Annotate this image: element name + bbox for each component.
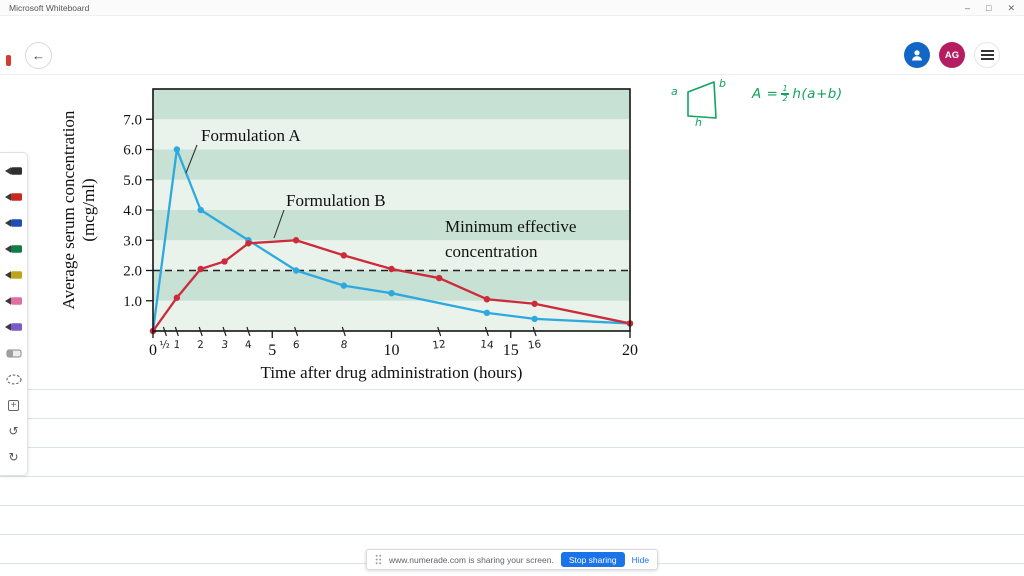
svg-text:4: 4 xyxy=(244,339,252,352)
titlebar: Microsoft Whiteboard – □ ✕ xyxy=(0,0,1024,16)
svg-text:6.0: 6.0 xyxy=(123,143,142,159)
lasso-select-icon[interactable] xyxy=(0,366,27,392)
minimize-icon[interactable]: – xyxy=(965,2,971,13)
svg-text:7.0: 7.0 xyxy=(123,112,142,128)
svg-text:3.0: 3.0 xyxy=(123,233,142,249)
svg-text:6: 6 xyxy=(292,339,300,352)
person-icon xyxy=(912,50,922,61)
trapezoid-label-b: b xyxy=(719,77,726,90)
app-toolbar xyxy=(0,16,1024,75)
handwritten-annotation: a b h A = 1 2 h(a+b) xyxy=(670,72,888,134)
maximize-icon[interactable]: □ xyxy=(986,2,992,13)
close-icon[interactable]: ✕ xyxy=(1007,2,1015,13)
blue-pen-icon[interactable] xyxy=(0,210,27,236)
eraser-icon[interactable] xyxy=(0,340,27,366)
serum-concentration-chart: 1.02.03.04.05.06.07.00 5 10 15 20½ 1 2 3 4 6 8 12 14… xyxy=(59,88,638,382)
green-pen-icon[interactable] xyxy=(0,236,27,262)
window-controls: – □ ✕ xyxy=(965,0,1015,16)
trapezoid-sketch xyxy=(687,81,717,119)
galaxy-pen-icon[interactable] xyxy=(0,314,27,340)
svg-text:3: 3 xyxy=(221,339,229,352)
svg-text:1: 1 xyxy=(173,339,181,352)
svg-text:4.0: 4.0 xyxy=(123,203,142,219)
trapezoid-label-a: a xyxy=(671,85,678,98)
hamburger-icon xyxy=(980,50,994,52)
series-line-b xyxy=(152,239,631,332)
stop-sharing-button[interactable]: Stop sharing xyxy=(560,552,625,567)
menu-button[interactable] xyxy=(974,42,1000,68)
svg-text:½: ½ xyxy=(159,338,171,351)
series-label-a: Formulation A xyxy=(201,126,301,145)
svg-text:concentration: concentration xyxy=(445,242,538,261)
back-arrow-icon: ← xyxy=(32,48,45,63)
svg-text:2: 2 xyxy=(197,339,205,352)
svg-text:Time after drug administration: Time after drug administration (hours) xyxy=(261,363,523,382)
svg-text:5: 5 xyxy=(268,342,276,359)
insert-object-icon[interactable]: + xyxy=(0,392,27,418)
svg-text:0: 0 xyxy=(149,342,157,359)
avatar-initials: AG xyxy=(944,49,960,61)
series-line-a xyxy=(151,148,631,332)
back-button[interactable]: ← xyxy=(25,42,52,69)
share-toast: www.numerade.com is sharing your screen.… xyxy=(365,549,659,570)
red-pen-icon[interactable] xyxy=(0,184,27,210)
one-half-fraction: 1 2 xyxy=(781,84,790,103)
svg-text:Minimum effective: Minimum effective xyxy=(445,217,576,236)
yellow-pen-icon[interactable] xyxy=(0,262,27,288)
undo-icon[interactable]: ↺ xyxy=(8,424,19,438)
user-avatar[interactable]: AG xyxy=(939,42,965,68)
red-ink-stroke xyxy=(6,55,11,66)
drag-grip-icon[interactable] xyxy=(375,554,382,565)
account-avatar[interactable] xyxy=(904,42,930,68)
svg-text:8: 8 xyxy=(340,339,348,352)
area-formula: A = 1 2 h(a+b) xyxy=(752,84,843,103)
svg-text:2.0: 2.0 xyxy=(123,264,142,280)
pink-pen-icon[interactable] xyxy=(0,288,27,314)
svg-text:Average serum concentration(mc: Average serum concentration(mcg/ml) xyxy=(59,110,98,309)
hide-link[interactable]: Hide xyxy=(631,554,650,565)
trapezoid-label-h: h xyxy=(695,116,702,129)
app-title: Microsoft Whiteboard xyxy=(9,2,90,13)
svg-text:10: 10 xyxy=(384,342,400,359)
svg-text:12: 12 xyxy=(432,338,447,351)
svg-text:1.0: 1.0 xyxy=(123,294,142,310)
svg-text:16: 16 xyxy=(527,338,542,352)
svg-text:5.0: 5.0 xyxy=(123,173,142,189)
svg-text:14: 14 xyxy=(480,338,495,351)
toolbar-right: AG xyxy=(904,42,1000,68)
svg-text:15: 15 xyxy=(503,342,519,359)
svg-text:20: 20 xyxy=(622,342,638,359)
black-pen-icon[interactable] xyxy=(0,158,27,184)
series-label-b: Formulation B xyxy=(286,191,386,210)
sharing-message: www.numerade.com is sharing your screen. xyxy=(388,554,554,565)
redo-icon[interactable]: ↻ xyxy=(8,450,19,464)
pen-toolbar: + ↺ ↻ xyxy=(0,152,28,476)
